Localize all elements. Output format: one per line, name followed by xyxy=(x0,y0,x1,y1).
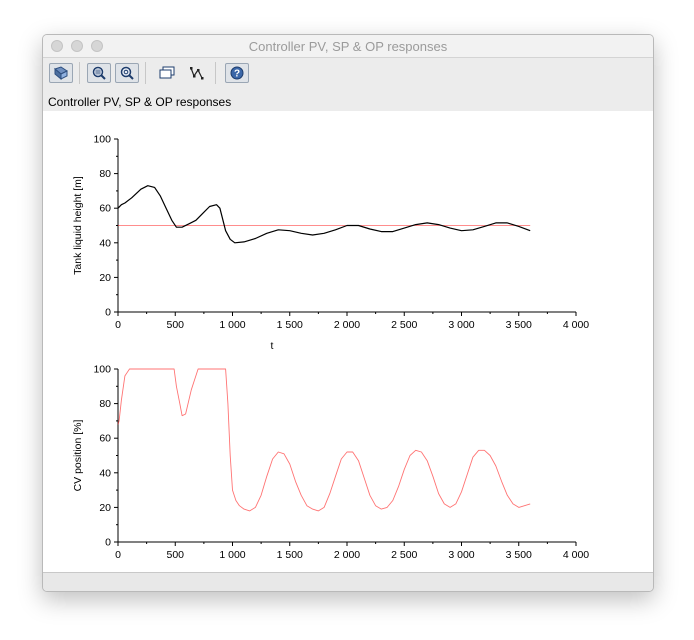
toolbar-separator xyxy=(215,62,216,84)
y-tick-label: 80 xyxy=(99,398,111,410)
x-tick-label: 500 xyxy=(166,549,184,561)
x-tick-label: 500 xyxy=(166,319,184,331)
x-tick-label: 3 500 xyxy=(506,549,532,561)
zoom-in-icon xyxy=(92,66,106,80)
x-tick-label: 0 xyxy=(115,319,121,331)
figure-toolbar: ? xyxy=(43,58,653,88)
x-tick-label: 4 000 xyxy=(563,549,589,561)
help-button[interactable]: ? xyxy=(225,63,249,83)
zoom-in-button[interactable] xyxy=(87,63,111,83)
x-tick-label: 3 000 xyxy=(448,549,474,561)
x-tick-label: 3 000 xyxy=(448,319,474,331)
rotate-button[interactable] xyxy=(49,63,73,83)
toolbar-separator xyxy=(145,62,146,84)
title-bar[interactable]: Controller PV, SP & OP responses xyxy=(43,35,653,58)
x-tick-label: 2 000 xyxy=(334,319,360,331)
plot-canvas[interactable]: 0 500 1 000 1 500 2 000 2 500 3 000 3 500 4 000 0… xyxy=(43,111,653,572)
svg-text:?: ? xyxy=(234,69,240,80)
plot-svg[interactable]: 0 500 1 000 1 500 2 000 2 500 3 000 3 500 4 000 0… xyxy=(43,111,653,572)
y-tick-label: 20 xyxy=(99,502,111,514)
y-tick-label: 20 xyxy=(99,272,111,284)
rotate-icon xyxy=(53,66,68,80)
y-tick-label: 80 xyxy=(99,168,111,180)
datatip-icon xyxy=(159,66,175,79)
edit-curve-icon xyxy=(190,67,204,80)
status-bar xyxy=(43,572,653,591)
x-tick-label: 3 500 xyxy=(506,319,532,331)
chart-2: 0 500 1 000 1 500 2 000 2 500 3 000 3 500 4 000 0… xyxy=(72,364,589,562)
x-tick-label: 1 500 xyxy=(277,319,303,331)
zoom-out-button[interactable] xyxy=(115,63,139,83)
y-tick-label: 60 xyxy=(99,203,111,215)
y-tick-label: 60 xyxy=(99,433,111,445)
x-tick-label: 2 000 xyxy=(334,549,360,561)
x-tick-label: 1 000 xyxy=(219,319,245,331)
x-axis-label: t xyxy=(271,340,274,352)
y-tick-label: 0 xyxy=(105,307,111,319)
x-tick-label: 0 xyxy=(115,549,121,561)
y-tick-label: 100 xyxy=(93,364,111,376)
x-tick-label: 4 000 xyxy=(563,319,589,331)
x-tick-label: 2 500 xyxy=(391,319,417,331)
edit-curve-button[interactable] xyxy=(185,63,209,83)
series-line-1 xyxy=(117,185,531,244)
y-axis-label: CV position [%] xyxy=(72,420,84,492)
x-tick-label: 1 500 xyxy=(277,549,303,561)
x-tick-label: 1 000 xyxy=(219,549,245,561)
y-tick-label: 0 xyxy=(105,537,111,549)
zoom-out-icon xyxy=(120,66,134,80)
zoom-window-button[interactable] xyxy=(91,40,103,52)
y-tick-label: 40 xyxy=(99,467,111,479)
help-icon: ? xyxy=(230,66,244,80)
toolbar-separator xyxy=(79,62,80,84)
y-axis-label: Tank liquid height [m] xyxy=(72,176,84,275)
datatip-button[interactable] xyxy=(155,63,179,83)
x-tick-label: 2 500 xyxy=(391,549,417,561)
window-title: Controller PV, SP & OP responses xyxy=(248,39,448,54)
close-window-button[interactable] xyxy=(51,40,63,52)
series-line-1 xyxy=(117,368,531,512)
figure-label: Controller PV, SP & OP responses xyxy=(48,95,232,109)
y-tick-label: 40 xyxy=(99,237,111,249)
minimize-window-button[interactable] xyxy=(71,40,83,52)
y-tick-label: 100 xyxy=(93,134,111,146)
chart-1: 0 500 1 000 1 500 2 000 2 500 3 000 3 500 4 000 0… xyxy=(72,134,589,353)
figure-window: Controller PV, SP & OP responses xyxy=(42,34,654,592)
